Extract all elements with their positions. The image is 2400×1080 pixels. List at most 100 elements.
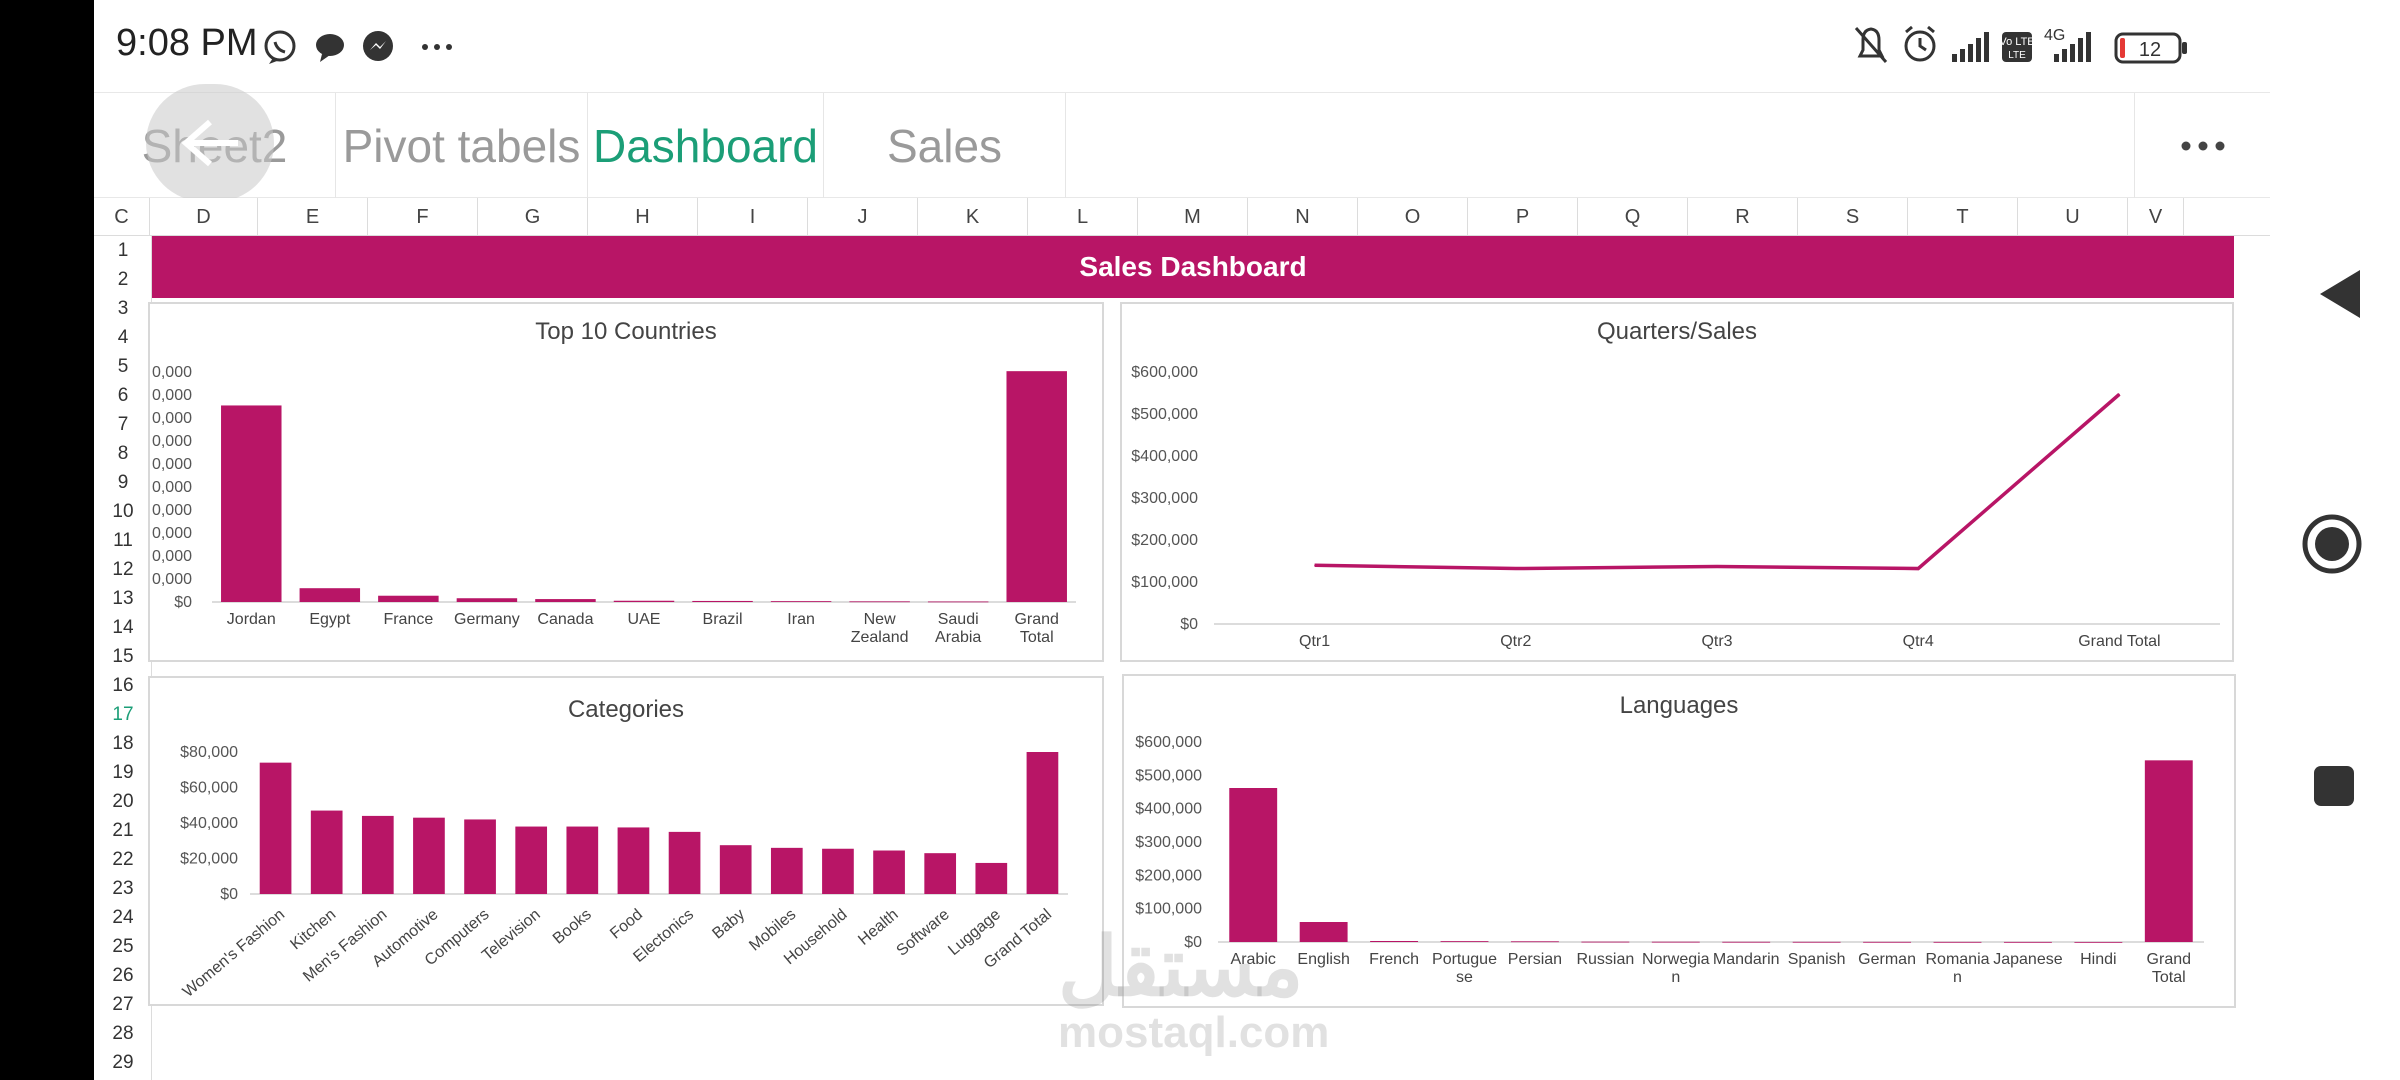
row-header[interactable]: 11 xyxy=(113,529,133,551)
y-tick-label: 0,000 xyxy=(152,410,192,427)
column-header[interactable]: U xyxy=(2018,198,2128,236)
row-header[interactable]: 16 xyxy=(112,674,134,696)
x-tick-label: Grand xyxy=(1014,611,1058,628)
notification-icons xyxy=(264,30,452,64)
tab-pivot-tables[interactable]: Pivot tabels xyxy=(336,93,588,199)
row-header[interactable]: 19 xyxy=(112,761,134,783)
bar xyxy=(1440,941,1489,942)
row-header[interactable]: 26 xyxy=(112,964,134,986)
bar xyxy=(770,601,832,602)
row-header[interactable]: 4 xyxy=(117,326,129,348)
row-header[interactable]: 6 xyxy=(117,384,129,406)
bar xyxy=(1229,788,1278,942)
row-header[interactable]: 10 xyxy=(112,500,134,522)
column-header[interactable]: V xyxy=(2128,198,2184,236)
y-tick-label: 0,000 xyxy=(152,456,192,473)
row-header[interactable]: 27 xyxy=(112,993,134,1015)
row-header[interactable]: 17 xyxy=(112,703,134,725)
bar xyxy=(822,848,854,894)
row-header[interactable]: 28 xyxy=(112,1022,134,1044)
column-header[interactable]: M xyxy=(1138,198,1248,236)
column-header[interactable]: S xyxy=(1798,198,1908,236)
row-header[interactable]: 5 xyxy=(117,355,129,377)
mute-bell-icon xyxy=(1854,27,1888,63)
column-header[interactable]: D xyxy=(150,198,258,236)
row-header[interactable]: 29 xyxy=(112,1051,134,1073)
chart-quarters-sales[interactable]: Quarters/Sales $0 $100,000 $200,000 $300,00… xyxy=(1120,302,2234,662)
column-header[interactable]: T xyxy=(1908,198,2018,236)
row-header[interactable]: 20 xyxy=(112,790,134,812)
chart-title: Top 10 Countries xyxy=(535,318,717,345)
messenger-icon xyxy=(363,31,393,61)
x-tick-label: UAE xyxy=(628,611,661,628)
nav-home-icon[interactable] xyxy=(2300,512,2364,576)
column-header[interactable]: F xyxy=(368,198,478,236)
x-tick-label: French xyxy=(1369,951,1419,968)
x-tick-label: n xyxy=(1953,969,1962,986)
x-tick-label: Brazil xyxy=(703,611,743,628)
nav-recents-icon[interactable] xyxy=(2312,764,2356,808)
column-header[interactable]: C xyxy=(94,198,150,236)
column-header[interactable]: L xyxy=(1028,198,1138,236)
row-header[interactable]: 7 xyxy=(117,413,129,435)
row-header[interactable]: 24 xyxy=(112,906,134,928)
row-header[interactable]: 22 xyxy=(112,848,134,870)
chart-top-countries[interactable]: Top 10 Countries $0 0,000 0,000 0,000 0,000 0… xyxy=(148,302,1104,662)
bar xyxy=(1026,752,1059,894)
bar xyxy=(927,601,989,603)
x-tick-label: Germany xyxy=(454,611,520,628)
y-tick-label: $400,000 xyxy=(1131,448,1198,465)
x-tick-label: Qtr3 xyxy=(1701,633,1732,650)
chart-categories[interactable]: Categories $0 $20,000 $40,000 $60,000 $80,00… xyxy=(148,676,1104,1006)
tab-sales[interactable]: Sales xyxy=(824,93,1066,199)
x-tick-label: Qtr1 xyxy=(1299,633,1330,650)
row-header[interactable]: 15 xyxy=(112,645,134,667)
back-button[interactable] xyxy=(146,84,274,202)
row-header[interactable]: 13 xyxy=(112,587,134,609)
row-header[interactable]: 8 xyxy=(117,442,129,464)
row-header[interactable]: 25 xyxy=(112,935,134,957)
bar xyxy=(924,853,957,894)
row-header[interactable]: 23 xyxy=(112,877,134,899)
bar xyxy=(2144,760,2193,942)
column-header[interactable]: J xyxy=(808,198,918,236)
row-header[interactable]: 14 xyxy=(112,616,134,638)
tab-dashboard[interactable]: Dashboard xyxy=(588,93,824,199)
bar xyxy=(2074,941,2123,943)
column-header[interactable]: G xyxy=(478,198,588,236)
data-point xyxy=(1917,568,1919,570)
x-tick-label: Qtr4 xyxy=(1903,633,1934,650)
more-menu-button[interactable] xyxy=(2134,93,2270,199)
column-header[interactable]: O xyxy=(1358,198,1468,236)
row-headers: 1 2 3 4 5 6 7 8 9 10 11 12 13 14 15 16 17 18 19 20 21 22 23 24 2… xyxy=(94,236,152,1080)
row-header[interactable]: 21 xyxy=(112,819,134,841)
row-header[interactable]: 9 xyxy=(117,471,129,493)
alarm-clock-icon xyxy=(1904,25,1936,62)
column-header[interactable]: P xyxy=(1468,198,1578,236)
bar xyxy=(1510,941,1559,943)
column-header[interactable]: I xyxy=(698,198,808,236)
bar xyxy=(299,588,361,602)
column-header[interactable]: H xyxy=(588,198,698,236)
column-header[interactable]: K xyxy=(918,198,1028,236)
x-tick-label: Jordan xyxy=(227,611,276,628)
y-tick-label: $500,000 xyxy=(1135,767,1202,784)
bar xyxy=(1299,922,1348,942)
y-tick-label: $0 xyxy=(220,886,238,903)
column-header[interactable]: E xyxy=(258,198,368,236)
row-header[interactable]: 12 xyxy=(112,558,134,580)
column-header[interactable]: R xyxy=(1688,198,1798,236)
chart-languages[interactable]: Languages $0 $100,000 $200,000 $300,000 $400… xyxy=(1122,674,2236,1008)
nav-back-icon[interactable] xyxy=(2318,268,2364,320)
x-tick-label: Total xyxy=(1020,629,1054,646)
column-header[interactable]: Q xyxy=(1578,198,1688,236)
column-header[interactable]: N xyxy=(1248,198,1358,236)
chat-bubble-icon xyxy=(316,34,344,62)
x-tick-label: Arabic xyxy=(1231,951,1276,968)
status-time: 9:08 PM xyxy=(116,22,258,64)
y-tick-label: $200,000 xyxy=(1131,532,1198,549)
row-header[interactable]: 2 xyxy=(117,268,129,290)
row-header[interactable]: 18 xyxy=(112,732,134,754)
row-header[interactable]: 1 xyxy=(117,239,129,261)
row-header[interactable]: 3 xyxy=(117,297,129,319)
